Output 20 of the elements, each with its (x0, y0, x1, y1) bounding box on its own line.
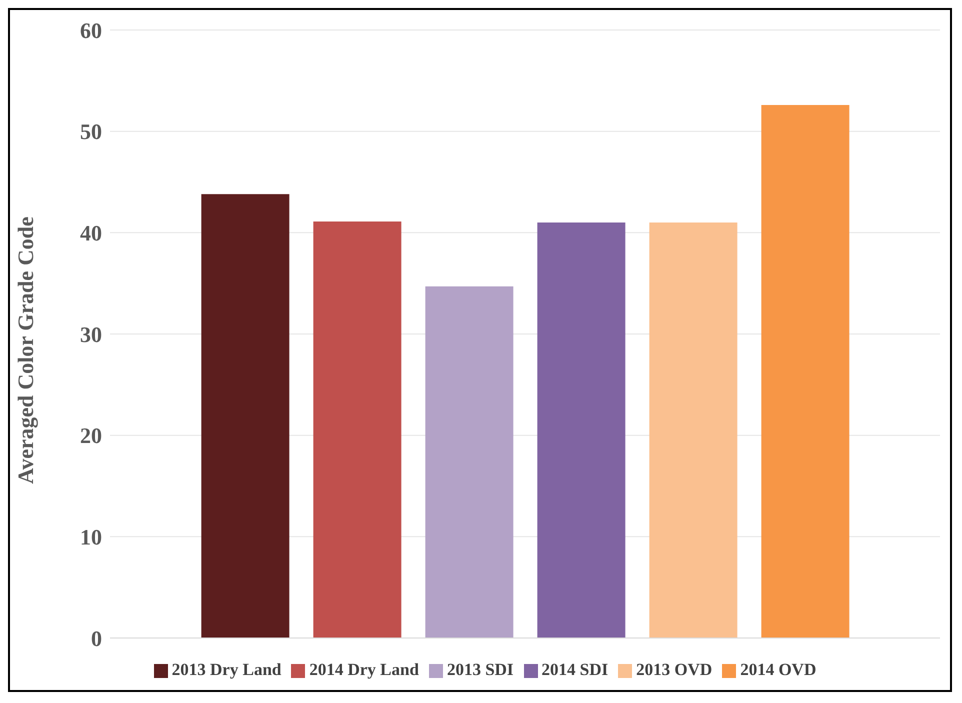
y-tick-label: 10 (80, 524, 102, 550)
y-tick-label: 40 (80, 220, 102, 246)
y-tick-label: 60 (80, 18, 102, 43)
bar (537, 222, 626, 638)
bar (201, 194, 290, 638)
legend-label: 2013 SDI (446, 660, 514, 679)
bar (425, 286, 514, 638)
legend-label: 2013 Dry Land (172, 660, 282, 679)
legend-label: 2014 OVD (740, 660, 816, 679)
legend-label: 2013 OVD (636, 660, 712, 679)
bar (313, 222, 402, 638)
y-tick-label: 30 (80, 322, 102, 347)
y-tick-label: 20 (80, 423, 102, 448)
y-tick-label: 50 (80, 119, 102, 144)
y-tick-label: 0 (91, 626, 102, 651)
legend-label: 2014 SDI (542, 660, 608, 679)
y-axis-title: Averaged Color Grade Code (12, 216, 38, 484)
legend-label: 2014 Dry Land (309, 660, 419, 679)
bar (649, 222, 738, 638)
bar (761, 104, 850, 638)
